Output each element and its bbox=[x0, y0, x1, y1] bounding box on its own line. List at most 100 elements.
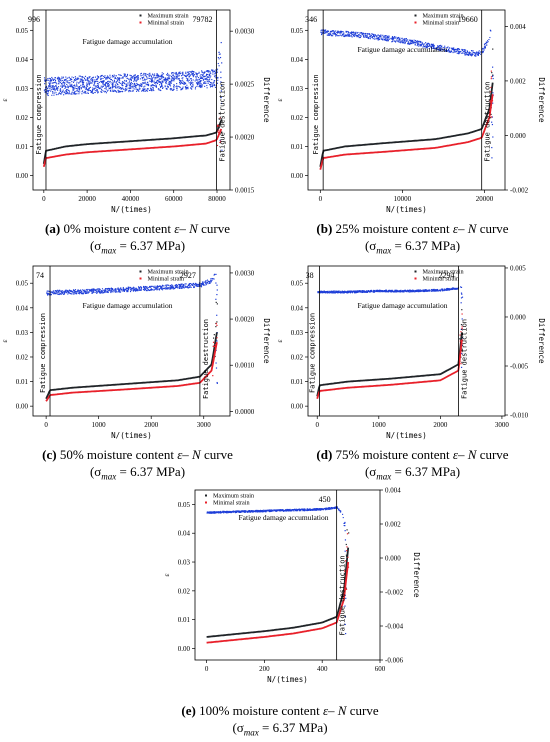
minimal-strain-point bbox=[344, 570, 346, 572]
annotation-destruction: Fatigue destruction bbox=[202, 319, 210, 399]
difference-point bbox=[183, 287, 185, 289]
panel-a: 0 20000 40000 60000 80000 0.00 0.01 0.02 0.03 0.0… bbox=[0, 0, 275, 220]
difference-point bbox=[407, 42, 409, 44]
difference-point bbox=[52, 291, 54, 293]
difference-point bbox=[320, 508, 323, 510]
difference-point bbox=[428, 44, 430, 46]
difference-point bbox=[156, 73, 158, 75]
difference-point bbox=[429, 44, 431, 46]
difference-point bbox=[188, 286, 190, 289]
difference-point bbox=[267, 510, 269, 512]
difference-point bbox=[349, 291, 352, 293]
difference-point bbox=[198, 72, 200, 74]
difference-point bbox=[240, 510, 242, 512]
difference-point bbox=[155, 85, 157, 87]
caption-e-curve: curve bbox=[349, 703, 379, 718]
legend-label: Minimal strain bbox=[148, 276, 185, 283]
difference-point bbox=[165, 81, 168, 83]
difference-point bbox=[121, 82, 123, 84]
difference-point bbox=[211, 83, 213, 85]
difference-point bbox=[65, 289, 67, 291]
difference-point bbox=[80, 78, 82, 80]
difference-point bbox=[438, 45, 440, 47]
difference-point bbox=[132, 87, 134, 89]
difference-point bbox=[131, 86, 133, 88]
difference-point bbox=[133, 76, 135, 79]
difference-point bbox=[223, 510, 225, 512]
difference-point bbox=[76, 79, 78, 81]
difference-point bbox=[73, 77, 75, 79]
difference-point bbox=[462, 52, 464, 54]
difference-point bbox=[196, 79, 198, 81]
difference-point bbox=[217, 79, 219, 81]
difference-point bbox=[73, 80, 75, 82]
difference-point bbox=[120, 90, 122, 93]
difference-point bbox=[214, 86, 216, 88]
difference-point bbox=[387, 290, 389, 292]
difference-point bbox=[350, 291, 352, 293]
difference-point bbox=[125, 86, 127, 88]
difference-point bbox=[431, 290, 433, 292]
difference-point bbox=[164, 79, 166, 81]
difference-point bbox=[107, 76, 110, 78]
difference-point bbox=[129, 85, 131, 87]
x-tick-label: 600 bbox=[375, 665, 386, 673]
difference-point bbox=[208, 74, 210, 76]
difference-point bbox=[332, 35, 334, 37]
difference-point bbox=[375, 37, 377, 39]
difference-point bbox=[81, 80, 83, 82]
difference-point bbox=[212, 278, 214, 280]
difference-point bbox=[129, 87, 131, 89]
minimal-strain-point bbox=[216, 124, 219, 126]
difference-point bbox=[140, 289, 142, 291]
difference-point bbox=[344, 290, 346, 292]
difference-point bbox=[442, 46, 444, 49]
difference-point bbox=[110, 287, 112, 289]
difference-point bbox=[165, 87, 167, 90]
difference-point bbox=[110, 82, 112, 84]
caption-d-label: (d) bbox=[316, 447, 333, 462]
difference-point bbox=[135, 84, 137, 87]
difference-point bbox=[169, 284, 172, 287]
difference-point bbox=[187, 86, 189, 88]
difference-point bbox=[107, 77, 109, 79]
plot-area bbox=[319, 29, 494, 170]
difference-point bbox=[52, 82, 54, 84]
difference-point bbox=[50, 90, 52, 92]
difference-point bbox=[152, 285, 154, 288]
difference-point bbox=[207, 76, 209, 78]
difference-point bbox=[325, 291, 327, 293]
difference-point bbox=[206, 77, 208, 79]
difference-point bbox=[334, 507, 336, 509]
difference-point bbox=[111, 288, 113, 290]
difference-point bbox=[154, 286, 156, 289]
difference-point bbox=[211, 279, 213, 282]
difference-point bbox=[149, 289, 151, 291]
difference-point bbox=[114, 77, 116, 79]
difference-point bbox=[471, 50, 473, 52]
difference-point bbox=[77, 89, 79, 91]
difference-point bbox=[82, 82, 84, 85]
difference-point bbox=[157, 76, 159, 78]
difference-point bbox=[187, 285, 190, 287]
difference-point bbox=[183, 83, 185, 85]
difference-point bbox=[380, 290, 382, 292]
difference-point bbox=[413, 42, 415, 44]
difference-point bbox=[124, 90, 126, 92]
difference-point bbox=[244, 510, 247, 512]
difference-point bbox=[195, 283, 197, 285]
difference-point bbox=[380, 35, 382, 37]
difference-point bbox=[130, 90, 132, 92]
difference-point bbox=[59, 79, 61, 81]
difference-point bbox=[364, 32, 367, 35]
difference-point bbox=[100, 85, 102, 87]
difference-point bbox=[337, 32, 339, 34]
difference-point bbox=[353, 33, 355, 35]
difference-point bbox=[391, 37, 393, 40]
difference-point bbox=[145, 90, 147, 92]
maximum-strain-point bbox=[216, 321, 218, 323]
difference-point bbox=[173, 86, 175, 88]
difference-point bbox=[448, 289, 451, 291]
difference-point bbox=[201, 71, 203, 73]
difference-point bbox=[117, 91, 119, 93]
